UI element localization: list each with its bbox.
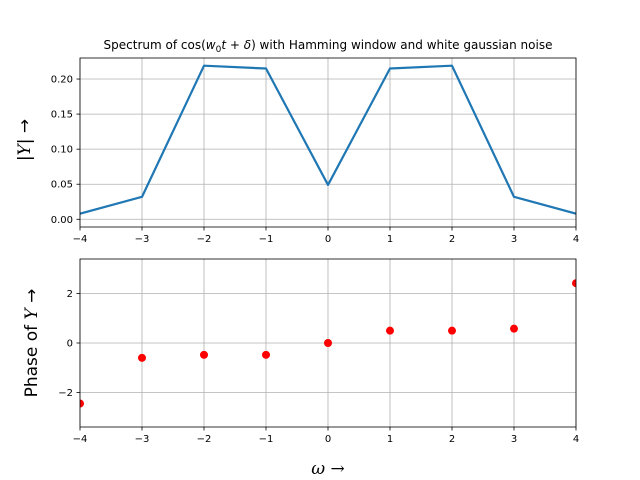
magnitude-x-tick-label: −3 (135, 234, 150, 245)
magnitude-ticks: −4 −3 −2 −1 0 1 2 3 4 0.00 0.05 0.10 0.15 0.20 (51, 75, 579, 245)
phase-data-point (262, 350, 270, 359)
magnitude-x-tick-label: 2 (449, 234, 455, 245)
phase-y-tick-label: −2 (58, 388, 73, 399)
phase-x-tick-label: −4 (73, 434, 88, 445)
phase-subplot: −4 −3 −2 −1 0 1 2 3 4 −2 0 2 Phase of Y → ω → (22, 258, 579, 479)
magnitude-x-tick-label: 1 (387, 234, 393, 245)
magnitude-x-tick-label: −1 (259, 234, 274, 245)
phase-x-tick-label: −1 (259, 434, 274, 445)
phase-data-point (386, 326, 394, 335)
magnitude-y-tick-label: 0.20 (51, 75, 73, 86)
magnitude-x-tick-label: −2 (197, 234, 212, 245)
magnitude-y-tick-label: 0.10 (51, 145, 73, 156)
magnitude-y-axis-label: |Y| → (15, 119, 35, 161)
magnitude-marks (80, 64, 576, 215)
magnitude-y-tick-label: 0.00 (51, 215, 73, 226)
phase-x-tick-label: 0 (325, 434, 331, 445)
phase-y-tick-label: 0 (67, 339, 73, 350)
phase-x-tick-label: 3 (511, 434, 517, 445)
magnitude-series-line (80, 64, 576, 215)
phase-data-point (200, 350, 208, 359)
magnitude-x-tick-label: 0 (325, 234, 331, 245)
phase-x-tick-label: 2 (449, 434, 455, 445)
magnitude-y-tick-label: 0.05 (51, 180, 73, 191)
phase-x-axis-label: ω → (311, 459, 345, 479)
phase-x-tick-label: −3 (135, 434, 150, 445)
phase-data-point (324, 339, 332, 347)
magnitude-x-tick-label: −4 (73, 234, 88, 245)
magnitude-x-tick-label: 3 (511, 234, 517, 245)
magnitude-subplot: Spectrum of cos(w0t + δ) with Hamming wi… (15, 38, 579, 245)
phase-data-point (80, 399, 84, 408)
phase-x-tick-label: 4 (573, 434, 579, 445)
phase-data-point (138, 353, 146, 362)
magnitude-x-tick-label: 4 (573, 234, 579, 245)
phase-y-axis-label: Phase of Y → (22, 289, 42, 398)
phase-marks (80, 279, 576, 408)
phase-data-point (448, 326, 456, 335)
phase-data-point (572, 279, 576, 288)
phase-data-point (510, 324, 518, 333)
magnitude-y-tick-label: 0.15 (51, 110, 73, 121)
phase-ticks: −4 −3 −2 −1 0 1 2 3 4 −2 0 2 (58, 289, 579, 445)
phase-x-tick-label: −2 (197, 434, 212, 445)
phase-y-tick-label: 2 (67, 289, 73, 300)
phase-x-tick-label: 1 (387, 434, 393, 445)
